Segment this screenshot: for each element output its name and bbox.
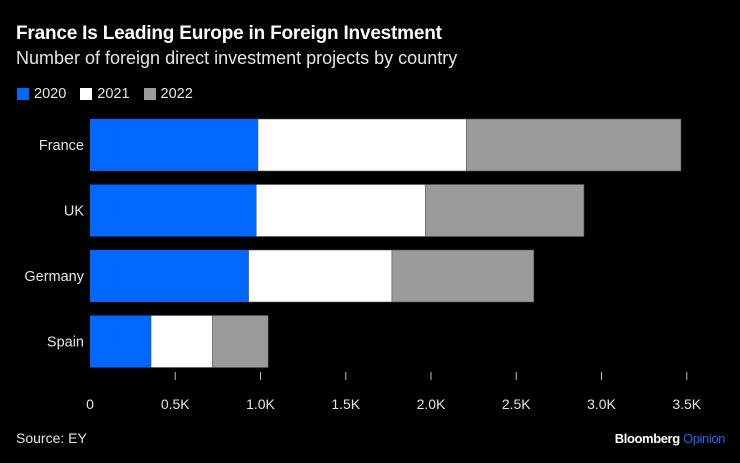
x-tick-label: 2.5K (502, 396, 531, 412)
legend-swatch-2021 (80, 88, 93, 100)
x-tick-label: 2.0K (417, 396, 446, 412)
category-label-spain: Spain (47, 335, 84, 351)
bar-uk-2020 (90, 184, 257, 237)
legend-label-2022: 2022 (160, 86, 193, 102)
legend: 2020 2021 2022 (17, 86, 207, 102)
bar-france-2021 (257, 118, 467, 172)
legend-swatch-2020 (17, 88, 29, 100)
category-label-uk: UK (64, 204, 84, 220)
bar-spain-2022 (212, 315, 269, 368)
category-label-germany: Germany (24, 269, 84, 285)
x-tick-label: 3.0K (587, 396, 616, 412)
bar-france-2022 (465, 118, 682, 172)
brand-accent: Opinion (682, 431, 725, 446)
brand-main: Bloomberg (614, 431, 680, 446)
bar-spain-2020 (90, 315, 152, 368)
x-tick-label: 3.5K (672, 396, 701, 412)
bar-uk-2022 (425, 184, 585, 237)
category-label-france: France (39, 138, 84, 154)
bar-france-2020 (90, 119, 258, 171)
legend-item-2022: 2022 (143, 86, 193, 102)
legend-item-2021: 2021 (80, 86, 130, 102)
legend-label-2021: 2021 (97, 86, 130, 102)
x-tick-label: 1.0K (246, 396, 275, 412)
bar-spain-2021 (150, 315, 213, 368)
x-tick-label: 1.5K (331, 396, 360, 412)
brand-logo: Bloomberg Opinion (614, 431, 726, 446)
bar-germany-2022 (391, 249, 535, 303)
x-tick-label: 0.5K (161, 396, 190, 412)
chart-title: France Is Leading Europe in Foreign Inve… (16, 23, 442, 44)
legend-label-2020: 2020 (34, 86, 67, 102)
bar-germany-2020 (90, 250, 249, 302)
legend-swatch-2022 (143, 88, 156, 100)
source-note: Source: EY (16, 430, 87, 446)
bar-germany-2021 (248, 249, 393, 303)
x-tick-label: 0 (86, 396, 94, 412)
chart-subtitle: Number of foreign direct investment proj… (16, 48, 458, 68)
legend-item-2020: 2020 (17, 86, 66, 102)
bar-uk-2021 (255, 184, 426, 237)
